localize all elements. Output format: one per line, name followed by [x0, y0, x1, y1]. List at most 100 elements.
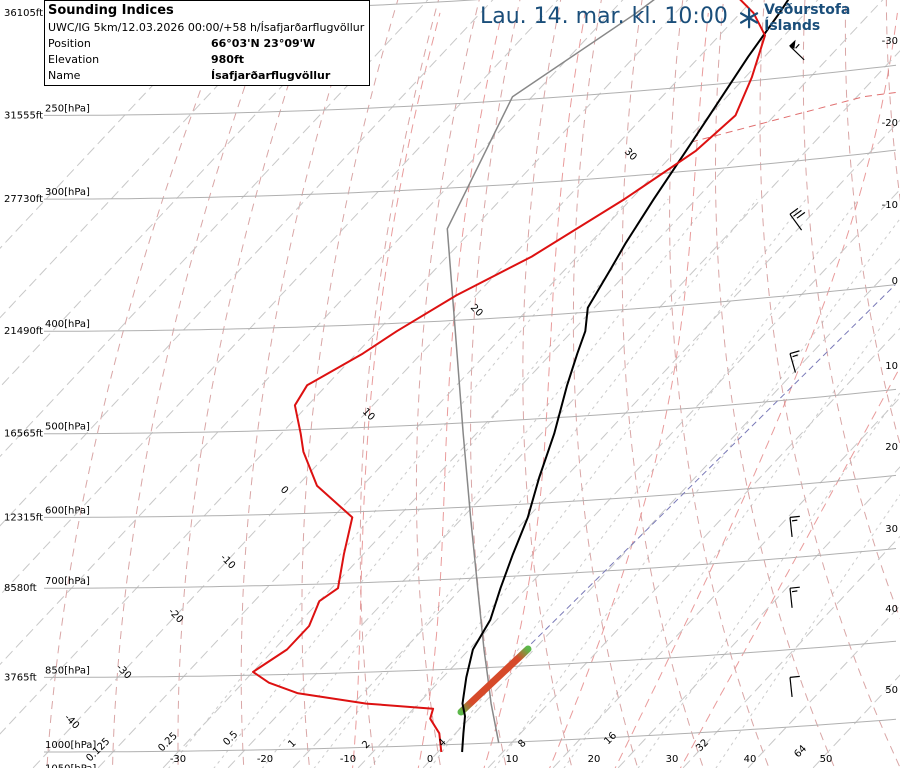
pressure-label: 600[hPa]	[45, 505, 90, 516]
isobar-line	[44, 640, 897, 678]
isotherm-line	[0, 0, 299, 319]
isotherm-line	[617, 466, 900, 768]
brand[interactable]: Veðurstofa Íslands	[738, 2, 900, 34]
temperature-curve	[461, 0, 790, 753]
pressure-label: 700[hPa]	[45, 576, 90, 587]
dry-adiabat-line	[112, 0, 277, 768]
dry-adiabat-line	[240, 0, 358, 768]
barb-pennant	[789, 39, 796, 49]
isotherm-tick-label: 40	[744, 754, 757, 765]
barb-shaft	[789, 45, 805, 61]
info-value: 66°03'N 23°09'W	[211, 37, 316, 50]
moist-adiabat-line	[679, 366, 900, 768]
info-key: Name	[48, 69, 81, 82]
parcel-line	[446, 0, 655, 743]
height-label: 27730ft	[4, 194, 43, 205]
moist-adiabat-line	[352, 12, 441, 768]
barb-full	[789, 350, 800, 355]
isotherm-line	[552, 396, 900, 768]
right-temp-label: 40	[885, 604, 898, 615]
pressure-label: 1000[hPa]	[45, 740, 96, 751]
mixing-ratio-line	[429, 198, 859, 768]
height-label: 31555ft	[4, 110, 43, 121]
isotherm-line	[487, 327, 900, 768]
mixing-ratio-line	[563, 300, 900, 768]
right-temp-label: 20	[885, 442, 898, 453]
isotherm-line	[357, 188, 900, 768]
info-title: Sounding Indices	[48, 3, 174, 18]
pressure-label: 1050[hPa]	[45, 763, 96, 768]
barb-half	[791, 590, 798, 593]
dry-adiabat-line	[572, 0, 639, 768]
mixing-ratio-line	[369, 198, 807, 768]
dry-adiabat-line	[802, 0, 900, 620]
isotherm-line	[292, 119, 900, 768]
barb-full	[789, 586, 800, 589]
surface-gradient-strip	[457, 645, 532, 716]
right-temp-label: -30	[882, 36, 898, 47]
barb-shaft	[789, 677, 793, 698]
snowflake-logo-icon	[739, 7, 759, 29]
height-label: 8580ft	[4, 583, 37, 594]
wind-barbs	[789, 39, 806, 698]
moist-adiabat-line	[483, 12, 586, 768]
diagonal-line	[459, 284, 896, 715]
dry-adiabat-line	[301, 0, 399, 768]
dry-adiabat-line	[359, 0, 439, 768]
mixing-ratio-line	[637, 392, 900, 768]
barb-shaft	[789, 588, 793, 608]
isotherm-tick-label: 20	[588, 754, 601, 765]
barb-shaft	[789, 213, 803, 231]
dry-adiabat-line	[46, 0, 236, 768]
info-model-run: UWC/IG 5km/12.03.2026 00:00/+58 h/Ísafja…	[48, 21, 365, 34]
barb-half	[792, 354, 798, 358]
surface-strip	[457, 645, 532, 716]
wind-barb	[789, 39, 805, 61]
right-temp-label: 50	[885, 685, 898, 696]
right-temp-label: 10	[885, 361, 898, 372]
barb-full	[793, 209, 802, 217]
dry-adiabat-line	[715, 0, 836, 768]
isotherm-tick-label: 0	[427, 754, 433, 765]
wind-barb	[789, 515, 800, 538]
isotherm-line	[422, 258, 900, 768]
isotherm-line	[97, 0, 819, 768]
info-value: Ísafjarðarflugvöllur	[211, 69, 331, 82]
brand-name: Veðurstofa Íslands	[764, 2, 851, 34]
isobar-line	[44, 718, 897, 753]
mixing-ratio-line	[494, 218, 900, 768]
isobar-line	[44, 548, 897, 589]
pressure-label: 250[hPa]	[45, 103, 90, 114]
dry-adiabat-line	[177, 0, 317, 768]
height-label: 36105ft	[4, 8, 43, 19]
isotherm-tick-label: 30	[666, 754, 679, 765]
wind-barb	[789, 207, 806, 231]
barb-shaft	[789, 517, 793, 538]
isotherm-tick-label: 10	[506, 754, 519, 765]
pressure-label: 500[hPa]	[45, 422, 90, 433]
barb-half	[795, 43, 800, 49]
wind-barb	[789, 350, 800, 373]
barb-shaft	[789, 353, 797, 373]
right-temp-label: 30	[885, 524, 898, 535]
barb-full	[789, 515, 800, 518]
isotherm-tick-label: 50	[820, 754, 833, 765]
height-label: 21490ft	[4, 326, 43, 337]
isotherm-line	[227, 50, 900, 768]
parcel-diagonal	[459, 284, 896, 715]
pressure-label: 850[hPa]	[45, 665, 90, 676]
isotherm-line	[0, 0, 364, 388]
wind-barb	[789, 586, 800, 608]
barb-full	[789, 675, 800, 678]
dry-adiabat-line	[621, 0, 704, 768]
info-key: Elevation	[48, 53, 100, 66]
info-key: Position	[48, 37, 91, 50]
wind-barb	[789, 675, 800, 698]
right-temp-label: -10	[882, 200, 898, 211]
